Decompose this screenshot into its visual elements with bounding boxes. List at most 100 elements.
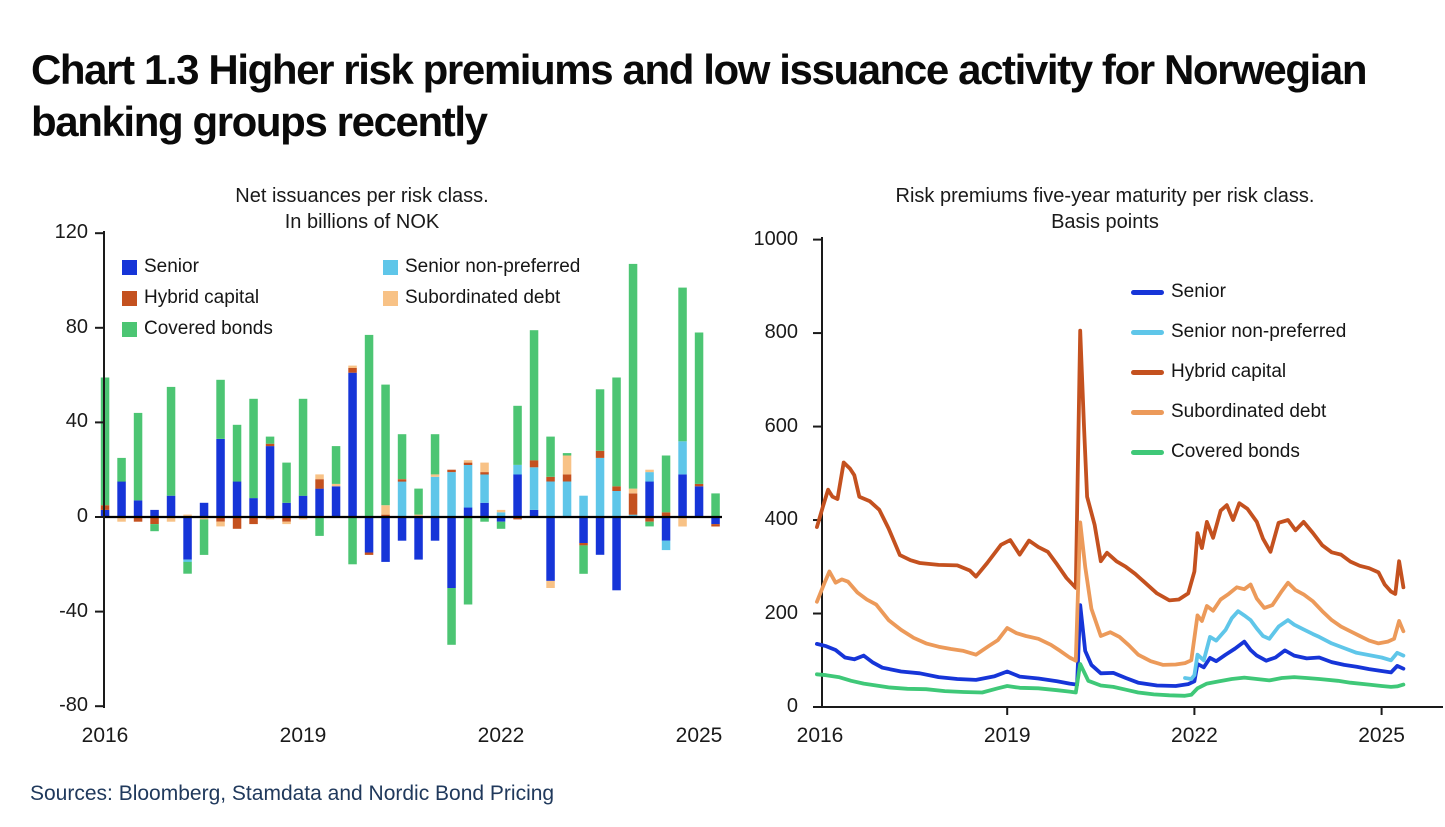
bar-segment-2023Q4 (612, 517, 621, 591)
bar-segment-2022Q4 (546, 580, 555, 588)
bar-segment-2016Q4 (150, 517, 159, 525)
bar-segment-2024Q1 (628, 514, 638, 517)
bar-segment-2025Q1 (694, 332, 704, 484)
bar-segment-2024Q4 (678, 474, 687, 517)
left-x-tick-label: 2022 (477, 724, 525, 747)
legend-swatch-square (383, 290, 398, 306)
bar-segment-2023Q3 (595, 450, 605, 458)
bar-segment-2020Q3 (397, 479, 407, 482)
legend-label: Covered bonds (1171, 441, 1300, 462)
right-legend-item: Covered bonds (1131, 441, 1300, 463)
right-legend-item: Senior (1131, 281, 1226, 303)
bar-segment-2024Q2 (645, 472, 654, 482)
bar-segment-2024Q4 (678, 287, 687, 442)
bar-segment-2018Q2 (249, 398, 258, 499)
legend-swatch-line (1131, 329, 1164, 335)
left-chart-title-line1: Net issuances per risk class. (235, 185, 489, 207)
bar-segment-2022Q4 (546, 436, 555, 477)
left-y-tick-label: 120 (54, 221, 88, 244)
left-x-tick-label: 2016 (81, 724, 129, 747)
right-legend-item: Senior non-preferred (1131, 321, 1346, 343)
legend-swatch-line (1131, 369, 1164, 375)
sources-note: Sources: Bloomberg, Stamdata and Nordic … (30, 782, 555, 805)
bar-segment-2019Q1 (298, 495, 308, 517)
bar-segment-2021Q4 (480, 472, 489, 475)
bar-segment-2024Q3 (661, 512, 671, 517)
bar-segment-2017Q4 (216, 379, 225, 439)
bar-segment-2022Q4 (546, 476, 555, 482)
bar-segment-2018Q2 (249, 498, 258, 517)
legend-swatch-line (1131, 449, 1164, 455)
legend-label: Hybrid capital (144, 287, 260, 308)
bar-segment-2017Q3 (199, 502, 209, 517)
bar-segment-2016Q3 (133, 517, 143, 522)
bar-segment-2020Q2 (381, 517, 390, 562)
bar-segment-2019Q3 (331, 446, 341, 484)
bar-segment-2020Q4 (414, 514, 423, 517)
bar-segment-2023Q4 (612, 486, 621, 491)
bar-segment-2023Q1 (562, 455, 572, 475)
legend-swatch-line (1131, 409, 1164, 415)
bar-segment-2024Q4 (678, 517, 687, 527)
line-hybrid-capital (815, 328, 1406, 603)
bar-segment-2021Q4 (480, 517, 489, 522)
bar-segment-2023Q3 (595, 517, 605, 555)
bar-segment-2024Q2 (645, 469, 654, 473)
bar-segment-2020Q1 (364, 334, 374, 517)
legend-label: Subordinated debt (405, 287, 561, 308)
right-y-tick-label: 600 (764, 414, 798, 437)
left-legend-item: Hybrid capital (122, 287, 259, 309)
bar-segment-2016Q1 (100, 509, 110, 517)
bar-segment-2021Q4 (480, 474, 489, 503)
bar-segment-2023Q1 (562, 453, 572, 456)
bar-segment-2022Q2 (513, 465, 522, 475)
bar-segment-2023Q2 (579, 545, 588, 574)
bar-segment-2021Q1 (430, 434, 440, 475)
bar-segment-2024Q3 (661, 455, 671, 513)
bar-segment-2018Q2 (249, 517, 258, 525)
left-y-tick-label: 40 (65, 410, 88, 433)
bar-segment-2019Q4 (348, 517, 357, 565)
bar-segment-2024Q1 (628, 488, 638, 494)
bar-segment-2022Q1 (496, 512, 506, 517)
bar-segment-2023Q2 (579, 543, 588, 546)
bar-segment-2022Q2 (513, 405, 522, 465)
right-x-tick-label: 2025 (1358, 724, 1405, 747)
bar-segment-2016Q1 (100, 505, 110, 510)
left-legend-item: Covered bonds (122, 318, 273, 340)
bar-segment-2022Q4 (546, 481, 555, 517)
left-legend-item: Senior non-preferred (383, 256, 580, 278)
bar-segment-2023Q4 (612, 491, 621, 517)
bar-segment-2021Q3 (463, 507, 473, 517)
bar-segment-2025Q2 (711, 524, 720, 527)
bar-segment-2024Q3 (661, 517, 671, 541)
legend-label: Senior non-preferred (405, 256, 581, 277)
bar-segment-2016Q2 (117, 481, 126, 517)
bar-segment-2021Q4 (480, 462, 489, 473)
bar-segment-2022Q3 (529, 467, 539, 510)
bar-segment-2020Q1 (364, 552, 374, 555)
legend-label: Covered bonds (144, 318, 273, 339)
bar-segment-2020Q2 (381, 514, 390, 517)
bar-segment-2024Q2 (645, 521, 654, 527)
legend-swatch-square (122, 259, 137, 275)
bar-segment-2021Q1 (430, 517, 440, 541)
right-chart-title-line1: Risk premiums five-year maturity per ris… (895, 185, 1315, 207)
bar-segment-2021Q3 (463, 465, 473, 508)
right-x-tick-label: 2022 (1171, 724, 1218, 747)
legend-label: Subordinated debt (1171, 401, 1327, 422)
legend-swatch-square (383, 259, 398, 275)
bar-segment-2022Q3 (529, 330, 539, 461)
bar-segment-2021Q3 (463, 462, 473, 465)
bar-segment-2025Q1 (694, 486, 704, 517)
bar-segment-2020Q3 (397, 481, 407, 517)
bar-segment-2019Q4 (348, 368, 357, 373)
bar-segment-2018Q3 (265, 517, 275, 520)
legend-swatch-line (1131, 289, 1164, 295)
right-x-tick-label: 2016 (796, 724, 844, 747)
line-covered-bonds (815, 662, 1406, 698)
right-y-tick-label: 0 (786, 695, 798, 717)
left-x-tick-label: 2025 (675, 724, 723, 747)
bar-segment-2022Q3 (529, 509, 539, 517)
